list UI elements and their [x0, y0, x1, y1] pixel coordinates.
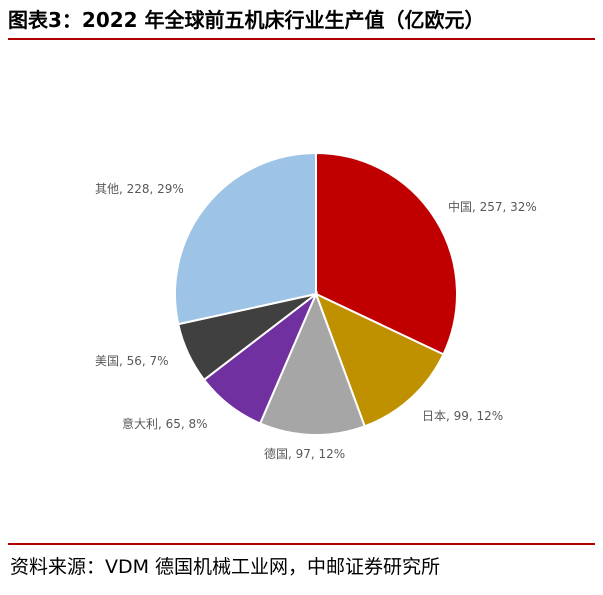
- slice-label-3: 意大利, 65, 8%: [122, 416, 208, 431]
- pie-slice-5: [174, 151, 317, 326]
- pie-slices: [174, 151, 458, 436]
- slice-labels: 中国, 257, 32% 日本, 99, 12% 德国, 97, 12% 意大利, 6…: [95, 182, 537, 461]
- source-divider: [8, 543, 595, 545]
- source-note: 资料来源：VDM 德国机械工业网，中邮证券研究所: [10, 556, 441, 578]
- chart-title: 图表3：2022 年全球前五机床行业生产值（亿欧元）: [8, 8, 485, 32]
- pie-slice-0: [315, 151, 458, 356]
- pie-slice-2: [258, 291, 366, 436]
- slice-label-4: 美国, 56, 7%: [95, 354, 169, 368]
- pie-slice-1: [314, 292, 445, 428]
- slice-label-1: 日本, 99, 12%: [422, 409, 503, 423]
- slice-label-2: 德国, 97, 12%: [264, 446, 345, 461]
- title-divider: [8, 38, 595, 40]
- slice-label-5: 其他, 228, 29%: [95, 182, 184, 196]
- pie-chart: 中国, 257, 32% 日本, 99, 12% 德国, 97, 12% 意大利, 6…: [95, 151, 537, 461]
- slice-label-0: 中国, 257, 32%: [448, 199, 537, 214]
